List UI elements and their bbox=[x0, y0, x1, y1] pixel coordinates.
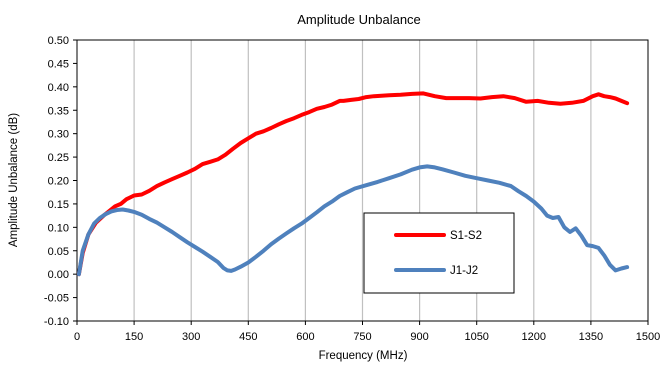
series-line-j1-j2 bbox=[76, 164, 630, 277]
x-axis-label: Frequency (MHz) bbox=[319, 350, 408, 362]
y-tick-label: 0.15 bbox=[48, 199, 69, 211]
legend-label-j1-j2: J1-J2 bbox=[450, 265, 478, 277]
y-tick-label: 0.20 bbox=[48, 176, 69, 188]
y-tick-label: -0.05 bbox=[44, 293, 69, 305]
x-tick-label: 300 bbox=[182, 331, 200, 343]
x-tick-label: 1050 bbox=[464, 331, 488, 343]
y-tick-label: 0.50 bbox=[48, 35, 69, 47]
x-tick-label: 0 bbox=[74, 331, 80, 343]
x-tick-label: 150 bbox=[125, 331, 143, 343]
x-tick-label: 1200 bbox=[522, 331, 546, 343]
x-tick-label: 450 bbox=[239, 331, 257, 343]
y-tick-label: -0.10 bbox=[44, 316, 69, 328]
chart-title: Amplitude Unbalance bbox=[297, 12, 421, 27]
y-tick-label: 0.30 bbox=[48, 129, 69, 141]
y-tick-label: 0.45 bbox=[48, 58, 69, 70]
legend-box bbox=[363, 212, 515, 294]
x-tick-label: 750 bbox=[353, 331, 371, 343]
y-tick-label: 0.40 bbox=[48, 82, 69, 94]
series-line-s1-s2 bbox=[76, 91, 630, 277]
series-lines bbox=[76, 91, 630, 277]
x-tick-label: 1350 bbox=[579, 331, 603, 343]
y-tick-label: 0.35 bbox=[48, 105, 69, 117]
axes: -0.10 -0.05 0.00 0.05 0.10 0.15 0.20 0.25 0.30 0.… bbox=[44, 35, 660, 343]
x-tick-label: 600 bbox=[296, 331, 314, 343]
y-tick-label: 0.05 bbox=[48, 246, 69, 258]
y-tick-label: 0.25 bbox=[48, 152, 69, 164]
y-tick-label: 0.00 bbox=[48, 269, 69, 281]
x-tick-label: 1500 bbox=[636, 331, 660, 343]
y-tick-label: 0.10 bbox=[48, 222, 69, 234]
grid-lines bbox=[133, 40, 592, 321]
y-axis-label: Amplitude Unbalance (dB) bbox=[8, 113, 20, 247]
x-tick-label: 900 bbox=[410, 331, 428, 343]
legend-label-s1-s2: S1-S2 bbox=[450, 230, 482, 242]
legend: S1-S2 J1-J2 bbox=[363, 212, 515, 294]
